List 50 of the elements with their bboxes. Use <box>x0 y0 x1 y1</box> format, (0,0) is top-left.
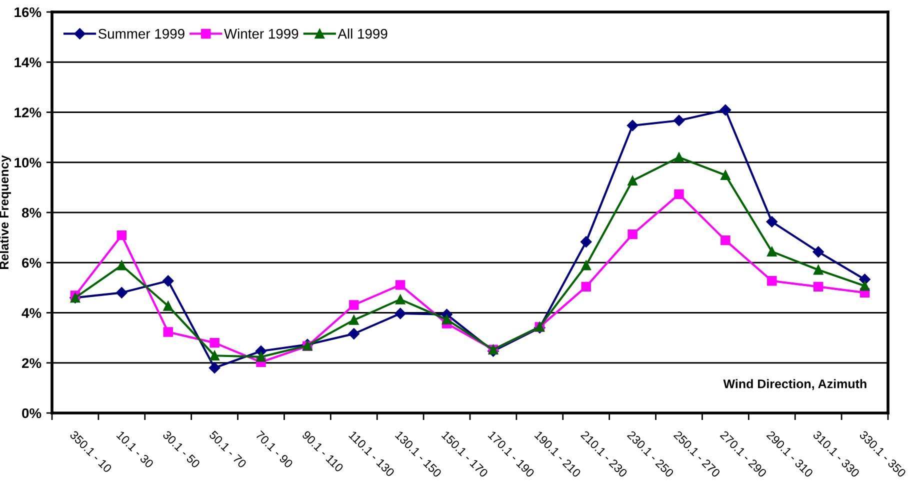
y-tick-label: 4% <box>22 308 42 318</box>
legend-label: Summer 1999 <box>98 28 184 39</box>
point <box>767 246 777 256</box>
point <box>628 229 638 240</box>
point <box>813 282 824 292</box>
point <box>395 294 406 304</box>
point <box>116 260 127 270</box>
point <box>860 281 870 291</box>
point <box>256 352 266 362</box>
point <box>394 308 406 320</box>
point <box>673 114 685 126</box>
point <box>442 314 452 324</box>
point <box>628 176 638 186</box>
point <box>116 230 127 240</box>
annotation: Wind Direction, Azimuth <box>723 379 866 390</box>
y-tick-label: 8% <box>22 208 42 218</box>
point <box>580 236 592 248</box>
y-tick-label: 6% <box>22 258 42 268</box>
point <box>162 275 174 287</box>
point <box>348 328 360 340</box>
point <box>720 170 730 180</box>
point <box>395 280 406 290</box>
legend-label: Winter 1999 <box>224 28 298 39</box>
point <box>720 235 730 246</box>
legend-label: All 1999 <box>338 28 388 39</box>
point <box>208 362 220 374</box>
point <box>349 315 359 325</box>
y-tick-label: 12% <box>14 108 42 118</box>
point <box>210 350 220 360</box>
point <box>349 300 359 310</box>
point <box>813 265 824 275</box>
y-tick-label: 0% <box>22 408 42 418</box>
y-tick-label: 16% <box>14 7 42 18</box>
point <box>674 189 684 200</box>
point <box>163 327 173 337</box>
y-tick-label: 10% <box>14 158 42 168</box>
point <box>767 276 777 286</box>
point <box>116 287 128 298</box>
point <box>766 216 778 228</box>
point <box>581 260 591 270</box>
x-tick-label: 10.1 - 30 <box>116 430 154 468</box>
point <box>812 246 824 258</box>
y-tick-label: 14% <box>14 57 42 68</box>
point <box>674 152 684 162</box>
point <box>163 301 173 311</box>
point <box>210 338 220 348</box>
point <box>720 104 732 116</box>
y-tick-label: 2% <box>22 358 42 368</box>
point <box>626 120 638 132</box>
point <box>581 282 591 292</box>
